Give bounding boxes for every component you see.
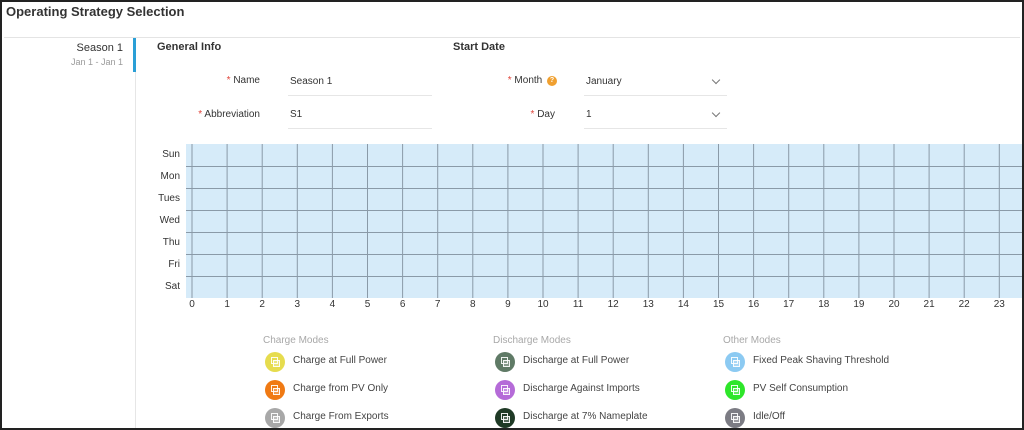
- charge-modes-heading: Charge Modes: [263, 335, 329, 346]
- season-name: Season 1: [76, 42, 123, 54]
- day-label-sat: Sat: [164, 281, 180, 292]
- hour-label-7: 7: [434, 299, 441, 310]
- legend-label: Fixed Peak Shaving Threshold: [753, 355, 890, 366]
- day-select[interactable]: 1: [584, 101, 727, 129]
- hour-label-14: 14: [677, 299, 689, 310]
- mode-icon: [495, 352, 515, 372]
- hour-label-12: 12: [607, 299, 619, 310]
- discharge-modes-heading: Discharge Modes: [493, 335, 571, 346]
- mode-icon: [725, 408, 745, 428]
- abbreviation-field-label: * Abbreviation: [182, 109, 260, 120]
- season-sidebar: Season 1 Jan 1 - Jan 1: [4, 38, 136, 428]
- schedule-grid-lines: [186, 144, 1022, 298]
- hour-label-22: 22: [958, 299, 970, 310]
- required-mark: *: [507, 75, 512, 86]
- mode-icon: [495, 408, 515, 428]
- legend-label: Charge at Full Power: [293, 355, 387, 366]
- mode-icon: [265, 380, 285, 400]
- mode-icon: [495, 380, 515, 400]
- legend-label: Discharge at Full Power: [523, 355, 630, 366]
- hour-label-17: 17: [783, 299, 795, 310]
- title-divider: [4, 37, 1020, 38]
- day-select-value: 1: [586, 109, 592, 120]
- hour-label-6: 6: [399, 299, 406, 310]
- hour-label-16: 16: [748, 299, 760, 310]
- help-icon[interactable]: ?: [547, 76, 557, 86]
- required-mark: *: [530, 109, 535, 120]
- page-title: Operating Strategy Selection: [6, 4, 185, 19]
- general-info-heading: General Info: [157, 41, 222, 53]
- name-field-label: * Name: [202, 75, 260, 86]
- hour-label-13: 13: [642, 299, 654, 310]
- mode-icon: [725, 352, 745, 372]
- day-label-sun: Sun: [162, 149, 180, 160]
- season-range: Jan 1 - Jan 1: [70, 57, 123, 67]
- hour-label-1: 1: [224, 299, 230, 310]
- legend-label: Charge From Exports: [293, 411, 389, 422]
- hour-label-3: 3: [294, 299, 301, 310]
- season-item[interactable]: Season 1 Jan 1 - Jan 1: [4, 38, 136, 72]
- other-modes-heading: Other Modes: [723, 335, 781, 346]
- hour-label-4: 4: [329, 299, 336, 310]
- month-select[interactable]: January: [584, 68, 727, 96]
- legend-label: Charge from PV Only: [293, 383, 389, 394]
- required-mark: *: [226, 75, 231, 86]
- day-label-wed: Wed: [159, 215, 180, 226]
- hour-label-21: 21: [923, 299, 935, 310]
- day-label-tues: Tues: [158, 193, 180, 204]
- mode-icon: [725, 380, 745, 400]
- day-field-label: * Day: [482, 109, 555, 120]
- hour-label-2: 2: [259, 299, 265, 310]
- hour-label-20: 20: [888, 299, 900, 310]
- hour-label-5: 5: [364, 299, 371, 310]
- schedule-grid[interactable]: [186, 144, 1022, 298]
- hour-label-11: 11: [572, 299, 584, 310]
- start-date-heading: Start Date: [453, 41, 505, 53]
- mode-icon: [265, 352, 285, 372]
- abbreviation-input[interactable]: S1: [288, 101, 432, 129]
- legend-label: Discharge Against Imports: [523, 383, 640, 394]
- day-label-mon: Mon: [160, 171, 180, 182]
- mode-icon: [265, 408, 285, 428]
- hour-label-15: 15: [712, 299, 725, 310]
- required-mark: *: [198, 109, 203, 120]
- hour-label-18: 18: [818, 299, 830, 310]
- day-label-thu: Thu: [162, 237, 180, 248]
- day-label-text: Day: [537, 109, 555, 120]
- month-select-value: January: [586, 76, 622, 87]
- legend-label: PV Self Consumption: [753, 383, 849, 394]
- hour-label-0: 0: [189, 299, 195, 310]
- chevron-down-icon: [711, 75, 721, 85]
- abbreviation-label-text: Abbreviation: [204, 109, 260, 120]
- legend-label: Idle/Off: [753, 411, 786, 422]
- day-label-fri: Fri: [168, 259, 180, 270]
- name-label-text: Name: [233, 75, 260, 86]
- hour-label-10: 10: [537, 299, 549, 310]
- chevron-down-icon: [711, 108, 721, 118]
- hour-label-19: 19: [853, 299, 865, 310]
- hour-label-23: 23: [993, 299, 1005, 310]
- hour-label-8: 8: [470, 299, 476, 310]
- month-field-label: * Month ?: [482, 75, 557, 86]
- month-label-text: Month: [514, 75, 543, 86]
- name-input[interactable]: Season 1: [288, 68, 432, 96]
- hour-label-9: 9: [505, 299, 511, 310]
- legend-label: Discharge at 7% Nameplate: [523, 411, 648, 422]
